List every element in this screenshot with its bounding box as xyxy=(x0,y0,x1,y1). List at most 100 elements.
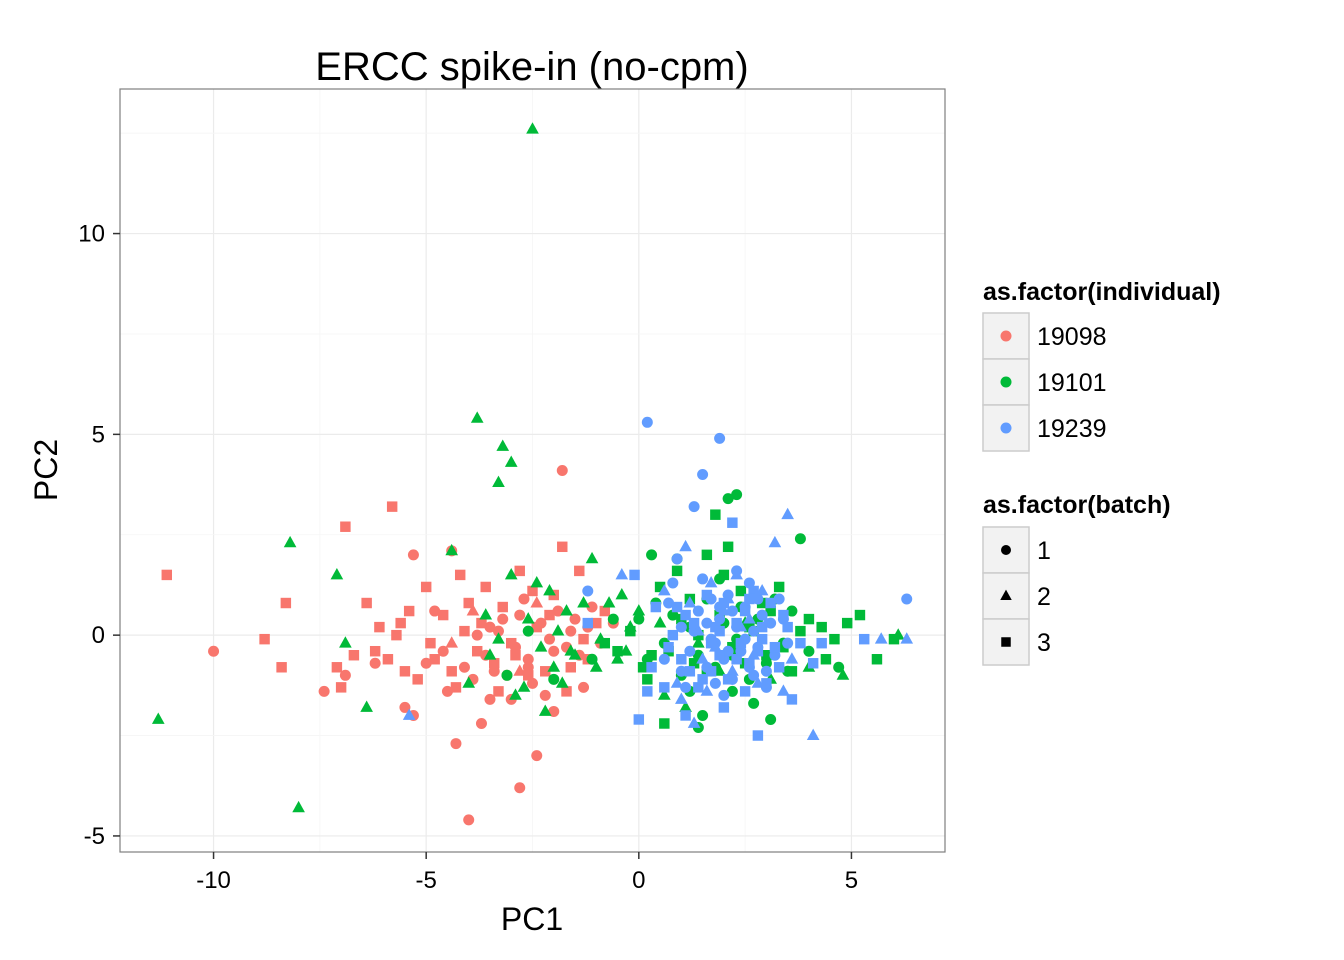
data-point xyxy=(714,625,725,637)
data-point xyxy=(318,685,330,697)
data-point xyxy=(509,688,522,700)
data-point xyxy=(497,601,508,613)
data-point xyxy=(538,704,552,716)
data-point xyxy=(586,601,598,613)
data-point xyxy=(514,565,525,577)
data-point xyxy=(700,684,714,696)
data-point xyxy=(552,605,564,617)
data-point xyxy=(658,653,670,665)
legend-batch-label: 2 xyxy=(1037,583,1051,611)
data-point xyxy=(768,535,782,548)
data-point xyxy=(769,649,781,661)
data-point xyxy=(642,674,653,685)
data-point xyxy=(560,604,573,616)
data-point xyxy=(756,597,768,609)
data-point xyxy=(412,674,423,685)
x-tick-label: 0 xyxy=(632,867,645,894)
data-point xyxy=(705,637,717,649)
data-point xyxy=(803,645,815,657)
data-point xyxy=(659,682,670,693)
data-point xyxy=(360,700,373,712)
data-point xyxy=(462,676,476,688)
data-point xyxy=(504,455,518,467)
data-point xyxy=(646,662,657,673)
data-point xyxy=(540,666,551,677)
data-point xyxy=(470,411,484,423)
data-point xyxy=(676,654,687,665)
data-point xyxy=(496,439,510,451)
data-point xyxy=(717,604,731,616)
data-point xyxy=(548,673,560,685)
data-point xyxy=(399,666,411,677)
data-point xyxy=(339,669,351,681)
data-point xyxy=(527,677,538,689)
data-point xyxy=(671,553,683,565)
data-point xyxy=(730,567,743,580)
data-point xyxy=(544,633,556,645)
data-point xyxy=(785,652,799,664)
data-point xyxy=(420,657,432,669)
y-tick-label: 0 xyxy=(92,622,105,649)
data-point xyxy=(688,617,700,629)
data-point xyxy=(658,688,671,700)
data-point xyxy=(744,658,755,669)
data-point xyxy=(479,608,493,620)
data-point xyxy=(709,677,721,689)
data-point xyxy=(696,652,709,664)
y-axis-title: PC2 xyxy=(28,439,64,501)
data-point xyxy=(726,685,738,697)
data-point xyxy=(751,676,765,688)
data-point xyxy=(369,645,381,657)
data-point xyxy=(437,609,449,621)
data-point xyxy=(445,543,459,556)
data-point xyxy=(679,700,692,712)
data-point xyxy=(578,681,590,693)
data-point xyxy=(492,632,505,644)
data-point xyxy=(697,674,708,685)
data-point xyxy=(718,597,730,609)
data-point xyxy=(663,597,675,609)
data-point xyxy=(340,521,351,532)
data-point xyxy=(701,589,713,601)
data-point xyxy=(667,609,679,621)
data-point xyxy=(692,636,705,648)
data-point xyxy=(687,716,701,728)
data-point xyxy=(514,782,526,794)
data-point xyxy=(437,645,449,657)
data-point xyxy=(429,654,440,665)
data-point xyxy=(615,588,629,600)
legend-individual-label: 19101 xyxy=(1037,369,1107,397)
data-point xyxy=(795,637,806,649)
legend-color-key xyxy=(1000,422,1012,434)
data-point xyxy=(781,507,794,520)
data-point xyxy=(602,596,616,608)
data-point xyxy=(692,605,704,617)
data-point xyxy=(599,605,611,617)
data-point xyxy=(374,621,385,633)
data-point xyxy=(833,661,845,673)
legend-color-key xyxy=(1000,330,1012,342)
y-axis: -5 0 5 10 xyxy=(78,221,120,850)
data-point xyxy=(756,609,768,621)
data-point xyxy=(854,609,866,621)
data-point xyxy=(637,662,649,673)
data-point xyxy=(489,658,500,669)
data-point xyxy=(773,662,785,673)
data-point xyxy=(612,645,623,657)
data-point xyxy=(829,633,840,645)
data-point xyxy=(497,613,509,625)
data-point xyxy=(722,493,734,505)
chart-title: ERCC spike-in (no-cpm) xyxy=(315,45,748,89)
data-point xyxy=(688,501,700,513)
data-point xyxy=(786,694,798,705)
data-point xyxy=(765,605,776,617)
data-point xyxy=(633,613,645,625)
data-point xyxy=(280,597,292,609)
data-point xyxy=(348,650,360,661)
data-point xyxy=(276,662,287,673)
data-point xyxy=(369,657,381,669)
data-point xyxy=(391,629,402,641)
data-point xyxy=(714,650,725,661)
data-point xyxy=(748,669,760,681)
data-point xyxy=(501,669,513,681)
